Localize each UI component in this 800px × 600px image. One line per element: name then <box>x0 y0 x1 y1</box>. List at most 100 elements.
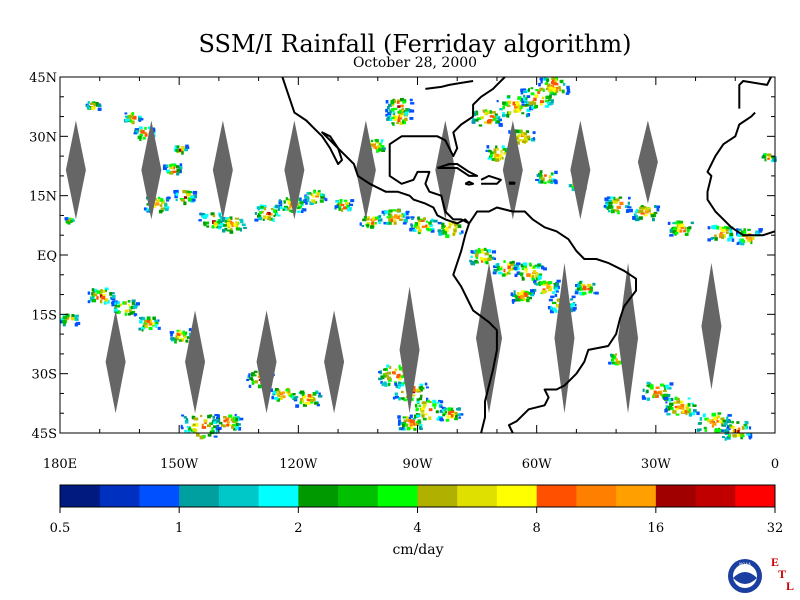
rain-pixel <box>305 402 309 405</box>
rain-pixel <box>383 213 386 216</box>
rain-cluster <box>295 390 323 408</box>
rain-pixel <box>421 225 426 229</box>
rain-cluster <box>696 411 732 434</box>
rain-pixel <box>528 137 531 141</box>
rain-pixel <box>213 425 217 429</box>
rain-pixel <box>679 229 683 233</box>
rain-pixel <box>536 174 540 177</box>
rain-pixel <box>525 130 530 134</box>
rain-pixel <box>514 267 518 270</box>
rain-pixel <box>402 416 407 419</box>
rain-pixel <box>530 92 535 96</box>
rain-pixel <box>421 387 425 390</box>
rain-pixel <box>93 288 98 292</box>
rain-pixel <box>233 419 236 423</box>
rain-pixel <box>483 247 487 251</box>
rain-pixel <box>675 221 679 225</box>
rain-pixel <box>227 218 231 222</box>
rain-pixel <box>471 120 475 124</box>
rain-pixel <box>554 284 559 288</box>
rain-pixel <box>548 97 551 101</box>
rain-pixel <box>379 370 383 375</box>
rain-pixel <box>75 321 81 326</box>
rain-pixel <box>397 118 401 123</box>
rain-pixel <box>306 198 309 202</box>
rain-pixel <box>176 170 181 173</box>
rain-pixel <box>155 325 158 329</box>
rain-pixel <box>635 208 639 212</box>
rain-pixel <box>371 221 375 225</box>
rain-pixel <box>161 200 165 205</box>
rain-pixel <box>669 404 673 408</box>
rain-pixel <box>656 207 660 212</box>
rain-pixel <box>538 181 542 184</box>
rain-pixel <box>437 229 442 233</box>
rain-pixel <box>179 169 182 173</box>
rain-pixel <box>575 289 580 292</box>
rain-pixel <box>510 263 514 267</box>
rain-pixel <box>183 196 188 199</box>
rain-pixel <box>296 210 301 213</box>
rain-pixel <box>604 197 609 201</box>
rain-pixel <box>485 109 488 112</box>
rain-pixel <box>430 229 435 233</box>
rain-pixel <box>603 204 607 208</box>
rain-pixel <box>477 247 481 252</box>
rain-pixel <box>570 298 574 301</box>
colorbar-tick-label: 1 <box>175 521 183 536</box>
rain-pixel <box>539 281 543 285</box>
rain-pixel <box>543 181 547 185</box>
coastline-north-america-atlantic <box>388 76 506 225</box>
rain-pixel <box>111 294 116 299</box>
rain-pixel <box>403 212 407 217</box>
rain-pixel <box>513 109 518 113</box>
rain-pixel <box>563 83 566 86</box>
rain-pixel <box>578 285 583 289</box>
colorbar-swatch <box>258 485 299 507</box>
rain-pixel <box>487 110 492 114</box>
rain-pixel <box>104 287 109 291</box>
data-gap-swath-north <box>212 120 233 220</box>
rain-pixel <box>138 327 142 331</box>
rain-pixel <box>224 227 228 231</box>
rain-pixel <box>405 216 410 220</box>
rain-pixel <box>491 158 496 161</box>
rain-pixel <box>201 423 204 427</box>
rain-pixel <box>377 148 380 152</box>
rain-pixel <box>203 223 207 227</box>
figure-date: October 28, 2000 <box>352 55 478 71</box>
rain-pixel <box>646 384 650 387</box>
rain-pixel <box>534 274 539 279</box>
rain-pixel <box>439 417 443 421</box>
rain-pixel <box>732 434 736 437</box>
rain-pixel <box>302 399 305 403</box>
rain-pixel <box>437 221 442 225</box>
rain-pixel <box>265 216 268 219</box>
colorbar-swatch <box>99 485 140 507</box>
lat-label: 30S <box>32 368 57 383</box>
rain-pixel <box>506 104 511 108</box>
rain-pixel <box>370 218 373 221</box>
rain-pixel <box>66 317 69 320</box>
rain-pixel <box>384 372 388 376</box>
rain-pixel <box>186 418 189 421</box>
rain-pixel <box>419 383 424 386</box>
rain-pixel <box>526 89 529 93</box>
data-gap-swath-south <box>399 286 420 414</box>
rain-pixel <box>172 170 177 174</box>
rain-pixel <box>322 194 325 198</box>
rain-pixel <box>432 399 437 404</box>
rain-pixel <box>687 227 691 231</box>
rain-pixel <box>388 103 392 107</box>
rain-pixel <box>96 290 101 294</box>
rain-pixel <box>517 107 522 112</box>
rain-pixel <box>164 208 169 212</box>
rain-pixel <box>394 368 398 372</box>
rain-pixel <box>394 115 398 120</box>
rain-pixel <box>239 227 242 232</box>
rain-pixel <box>397 105 401 108</box>
rain-pixel <box>724 437 727 441</box>
rain-pixel <box>491 111 496 114</box>
rain-pixel <box>516 292 520 296</box>
rain-pixel <box>502 101 507 105</box>
